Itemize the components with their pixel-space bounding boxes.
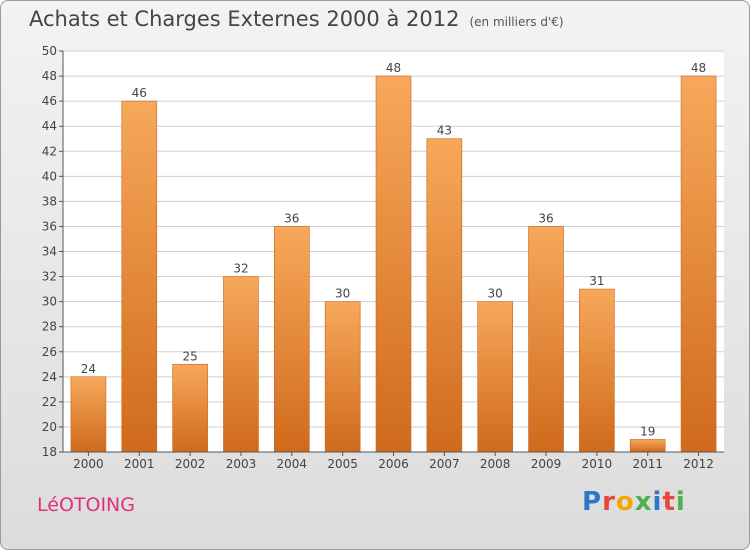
bar [375, 75, 412, 453]
y-tick-label: 40 [42, 169, 57, 183]
x-tick-label: 2011 [632, 457, 663, 471]
logo-letter: i [675, 487, 686, 517]
x-tick-label: 2009 [531, 457, 562, 471]
y-tick-label: 28 [42, 320, 57, 334]
y-tick-label: 36 [42, 219, 57, 233]
bar [324, 301, 361, 453]
bar [579, 288, 615, 453]
x-tick-label: 2000 [73, 457, 104, 471]
bar-value-label: 43 [437, 124, 452, 138]
y-tick-label: 42 [42, 144, 57, 158]
logo-letter: P [582, 487, 603, 517]
bar [70, 376, 107, 453]
bar [172, 363, 208, 453]
y-tick-label: 30 [42, 295, 57, 309]
logo-letter: t [662, 487, 676, 517]
x-tick-label: 2005 [327, 457, 358, 471]
town-name: LéOTOING [37, 494, 135, 516]
bar-value-label: 36 [538, 211, 553, 225]
x-tick-label: 2002 [175, 457, 206, 471]
bar [528, 226, 564, 453]
bar [121, 100, 158, 453]
y-tick-label: 20 [42, 420, 57, 434]
y-tick-label: 46 [42, 94, 57, 108]
bar-value-label: 36 [284, 211, 299, 225]
logo-letter: x [634, 487, 653, 517]
bar-value-label: 24 [81, 362, 96, 376]
y-tick-label: 22 [42, 395, 57, 409]
x-tick-label: 2012 [683, 457, 714, 471]
bar [680, 75, 717, 453]
bar-value-label: 30 [335, 287, 350, 301]
logo-letter: r [602, 487, 616, 517]
bar [629, 439, 666, 453]
bar-value-label: 32 [233, 262, 248, 276]
y-tick-label: 32 [42, 270, 57, 284]
x-tick-label: 2003 [226, 457, 257, 471]
y-tick-label: 24 [42, 370, 57, 384]
bar [426, 138, 463, 453]
y-tick-label: 50 [42, 44, 57, 58]
bar-value-label: 48 [691, 61, 706, 75]
x-tick-label: 2001 [124, 457, 155, 471]
x-tick-label: 2007 [429, 457, 460, 471]
y-tick-label: 38 [42, 194, 57, 208]
y-tick-label: 34 [42, 245, 57, 259]
bar-value-label: 48 [386, 61, 401, 75]
logo-letter: o [615, 487, 635, 517]
chart-title: Achats et Charges Externes 2000 à 2012 (e… [29, 7, 564, 31]
y-tick-label: 18 [42, 445, 57, 459]
y-tick-label: 44 [42, 119, 57, 133]
y-tick-label: 26 [42, 345, 57, 359]
x-tick-label: 2004 [277, 457, 308, 471]
bar [223, 276, 259, 453]
proxiti-logo: Proxiti [582, 487, 686, 517]
x-tick-label: 2006 [378, 457, 409, 471]
bar-value-label: 25 [182, 349, 197, 363]
bar [477, 301, 513, 453]
chart-subtitle: (en milliers d'€) [469, 15, 564, 29]
bar [274, 226, 310, 453]
bar-value-label: 19 [640, 424, 655, 438]
bar-value-label: 30 [488, 287, 503, 301]
bar-value-label: 46 [132, 86, 147, 100]
x-tick-label: 2008 [480, 457, 511, 471]
chart-title-text: Achats et Charges Externes 2000 à 2012 [29, 7, 460, 31]
bar-value-label: 31 [589, 274, 604, 288]
y-tick-label: 48 [42, 69, 57, 83]
x-tick-label: 2010 [582, 457, 613, 471]
logo-letter: i [652, 487, 663, 517]
